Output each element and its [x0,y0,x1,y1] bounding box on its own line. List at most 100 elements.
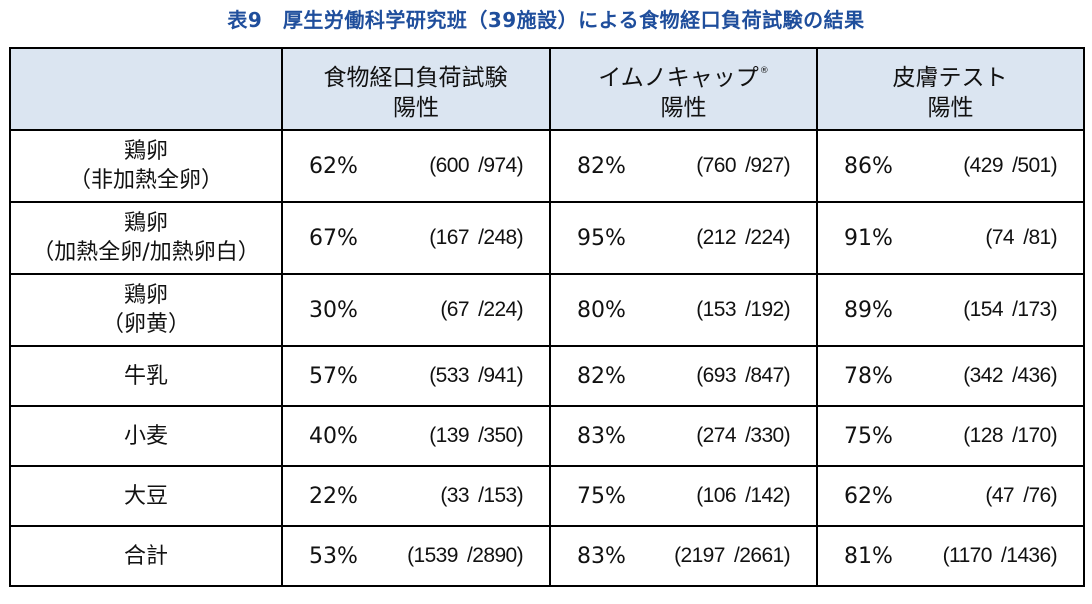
ratio-value: (128 /170) [963,424,1057,447]
table-row: 牛乳 57% (533 /941) 82% (693 /847) 78% (342 /… [9,345,1085,407]
row-label-sub: （非加熱全卵） [68,168,223,193]
table-row: 鶏卵 （非加熱全卵） 62% (600 /974) 82% (760 /927) 8… [9,129,1085,203]
table-row: 鶏卵 （卵黄） 30% (67 /224) 80% (153 /192) 89% (1… [9,273,1085,347]
percent-value: 91% [844,225,893,251]
data-cell: 62% (47 /76) [816,465,1085,527]
ratio-value: (1539 /2890) [407,544,523,567]
ratio-value: (212 /224) [696,226,790,249]
ratio-value: (153 /192) [696,298,790,321]
data-cell: 53% (1539 /2890) [281,525,551,587]
row-label-sub: （加熱全卵/加熱卵白） [32,240,260,265]
header-label: 食物経口負荷試験 [323,64,508,91]
data-cell: 80% (153 /192) [549,273,818,347]
data-cell: 89% (154 /173) [816,273,1085,347]
header-label: イムノキャップ [598,64,759,91]
row-label: 鶏卵 （加熱全卵/加熱卵白） [9,201,283,275]
data-cell: 67% (167 /248) [281,201,551,275]
header-oral-food-challenge: 食物経口負荷試験 陽性 [281,47,551,131]
data-cell: 82% (760 /927) [549,129,818,203]
table-row: 大豆 22% (33 /153) 75% (106 /142) 62% (47 /76… [9,465,1085,527]
ratio-value: (693 /847) [696,364,790,387]
ratio-value: (47 /76) [985,484,1057,507]
percent-value: 83% [577,423,626,449]
percent-value: 81% [844,543,893,569]
percent-value: 95% [577,225,626,251]
row-label: 合計 [9,525,283,587]
percent-value: 83% [577,543,626,569]
percent-value: 82% [577,363,626,389]
percent-value: 86% [844,153,893,179]
ratio-value: (167 /248) [429,226,523,249]
ratio-value: (2197 /2661) [674,544,790,567]
percent-value: 40% [309,423,358,449]
data-cell: 91% (74 /81) [816,201,1085,275]
row-label: 牛乳 [9,345,283,407]
header-label: 皮膚テスト [892,64,1008,91]
percent-value: 53% [309,543,358,569]
ratio-value: (600 /974) [429,154,523,177]
ratio-value: (139 /350) [429,424,523,447]
row-label: 鶏卵 （非加熱全卵） [9,129,283,203]
table-row: 小麦 40% (139 /350) 83% (274 /330) 75% (128 /… [9,405,1085,467]
header-skin-test: 皮膚テスト 陽性 [816,47,1085,131]
percent-value: 89% [844,297,893,323]
data-cell: 86% (429 /501) [816,129,1085,203]
header-sublabel: 陽性 [660,94,707,121]
results-table: 食物経口負荷試験 陽性 イムノキャップ® 陽性 皮膚テスト 陽性 鶏卵 （非加熱… [9,47,1085,587]
header-corner-cell [9,47,283,131]
ratio-value: (1170 /1436) [942,544,1058,567]
percent-value: 75% [844,423,893,449]
table-row-total: 合計 53% (1539 /2890) 83% (2197 /2661) 81% (1… [9,525,1085,587]
table-row: 鶏卵 （加熱全卵/加熱卵白） 67% (167 /248) 95% (212 /22… [9,201,1085,275]
percent-value: 75% [577,483,626,509]
row-label-main: 大豆 [123,483,168,509]
data-cell: 78% (342 /436) [816,345,1085,407]
header-immunocap: イムノキャップ® 陽性 [549,47,818,131]
row-label: 大豆 [9,465,283,527]
row-label: 鶏卵 （卵黄） [9,273,283,347]
percent-value: 62% [309,153,358,179]
percent-value: 22% [309,483,358,509]
table-title: 表9 厚生労働科学研究班（39施設）による食物経口負荷試験の結果 [227,8,865,32]
row-label-main: 鶏卵 [123,211,168,236]
ratio-value: (429 /501) [963,154,1057,177]
ratio-value: (106 /142) [696,484,790,507]
ratio-value: (33 /153) [440,484,523,507]
data-cell: 83% (2197 /2661) [549,525,818,587]
ratio-value: (342 /436) [963,364,1057,387]
percent-value: 80% [577,297,626,323]
row-label-sub: （卵黄） [101,312,190,337]
data-cell: 30% (67 /224) [281,273,551,347]
percent-value: 57% [309,363,358,389]
data-cell: 40% (139 /350) [281,405,551,467]
data-cell: 81% (1170 /1436) [816,525,1085,587]
data-cell: 75% (128 /170) [816,405,1085,467]
percent-value: 78% [844,363,893,389]
data-cell: 57% (533 /941) [281,345,551,407]
header-sublabel: 陽性 [927,94,974,121]
registered-mark: ® [759,65,769,76]
row-label-main: 牛乳 [123,363,168,389]
ratio-value: (154 /173) [963,298,1057,321]
ratio-value: (533 /941) [429,364,523,387]
header-sublabel: 陽性 [393,94,439,121]
percent-value: 82% [577,153,626,179]
data-cell: 22% (33 /153) [281,465,551,527]
row-label-main: 鶏卵 [123,139,168,164]
ratio-value: (67 /224) [440,298,523,321]
row-label-main: 合計 [123,543,168,569]
data-cell: 62% (600 /974) [281,129,551,203]
header-row: 食物経口負荷試験 陽性 イムノキャップ® 陽性 皮膚テスト 陽性 [9,47,1085,131]
percent-value: 62% [844,483,893,509]
ratio-value: (274 /330) [696,424,790,447]
row-label-main: 小麦 [123,423,168,449]
percent-value: 67% [309,225,358,251]
data-cell: 75% (106 /142) [549,465,818,527]
data-cell: 95% (212 /224) [549,201,818,275]
row-label: 小麦 [9,405,283,467]
percent-value: 30% [309,297,358,323]
data-cell: 83% (274 /330) [549,405,818,467]
ratio-value: (760 /927) [696,154,790,177]
ratio-value: (74 /81) [985,226,1057,249]
row-label-main: 鶏卵 [123,283,168,308]
